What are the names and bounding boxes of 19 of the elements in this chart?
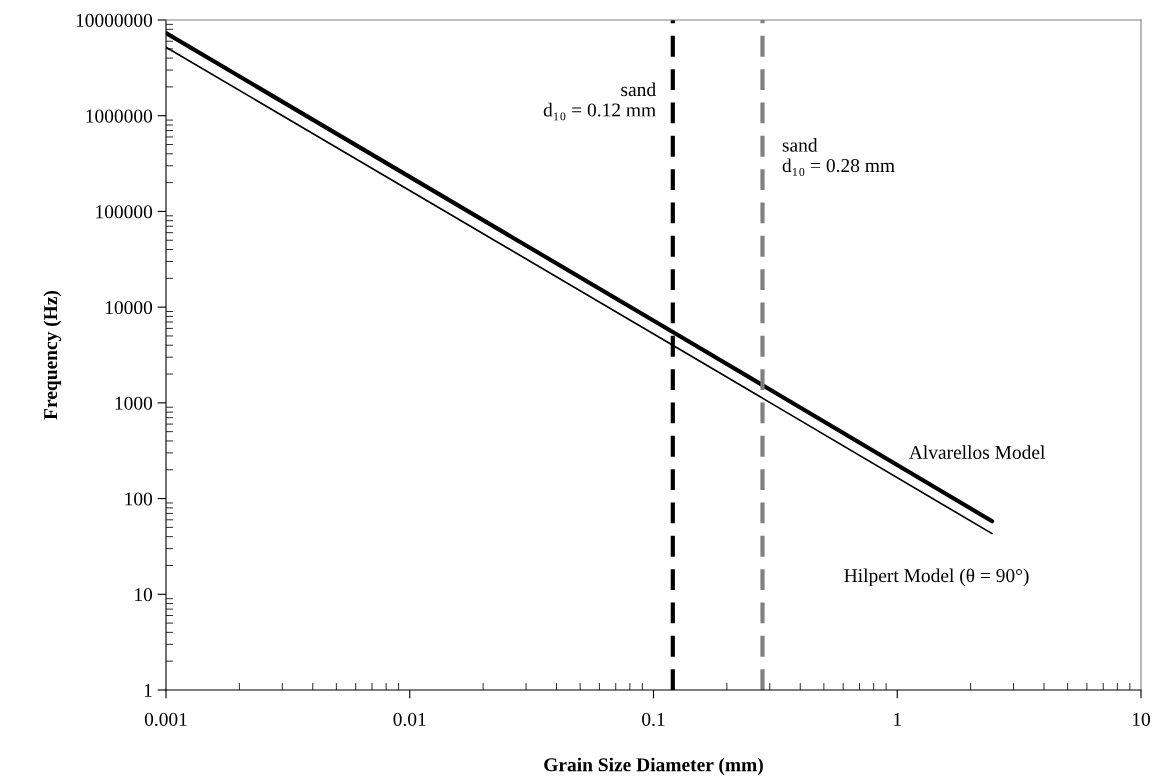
y-tick-label: 10000 — [105, 300, 153, 315]
x-tick-label: 0.001 — [144, 712, 187, 726]
y-axis-title: Frequency (Hz) — [43, 290, 62, 420]
y-tick-label: 100 — [125, 492, 153, 506]
y-tick-label: 10 — [135, 588, 153, 602]
series-label: Alvarellos Model — [908, 445, 1046, 459]
y-tick-label: 100000 — [96, 205, 153, 219]
x-axis-title: Grain Size Diameter (mm) — [544, 757, 763, 776]
text: Hilpert Model (θ = 90°) — [844, 568, 1029, 587]
y-tick-label: 1000 — [115, 396, 153, 410]
y-tick-label: 1 — [144, 683, 152, 697]
x-tick-label: 10 — [1132, 712, 1150, 726]
ref-line-label: sand d₁₀ = 0.28 mm — [782, 138, 895, 176]
ref-line-label: sand d₁₀ = 0.12 mm — [543, 82, 656, 121]
x-tick-label: 1 — [894, 712, 901, 726]
x-tick-label: 0.01 — [393, 712, 426, 726]
x-tick-label: 0.1 — [642, 712, 665, 726]
y-tick-label: 10000000 — [76, 13, 153, 27]
y-tick-label: 1000000 — [86, 109, 153, 123]
